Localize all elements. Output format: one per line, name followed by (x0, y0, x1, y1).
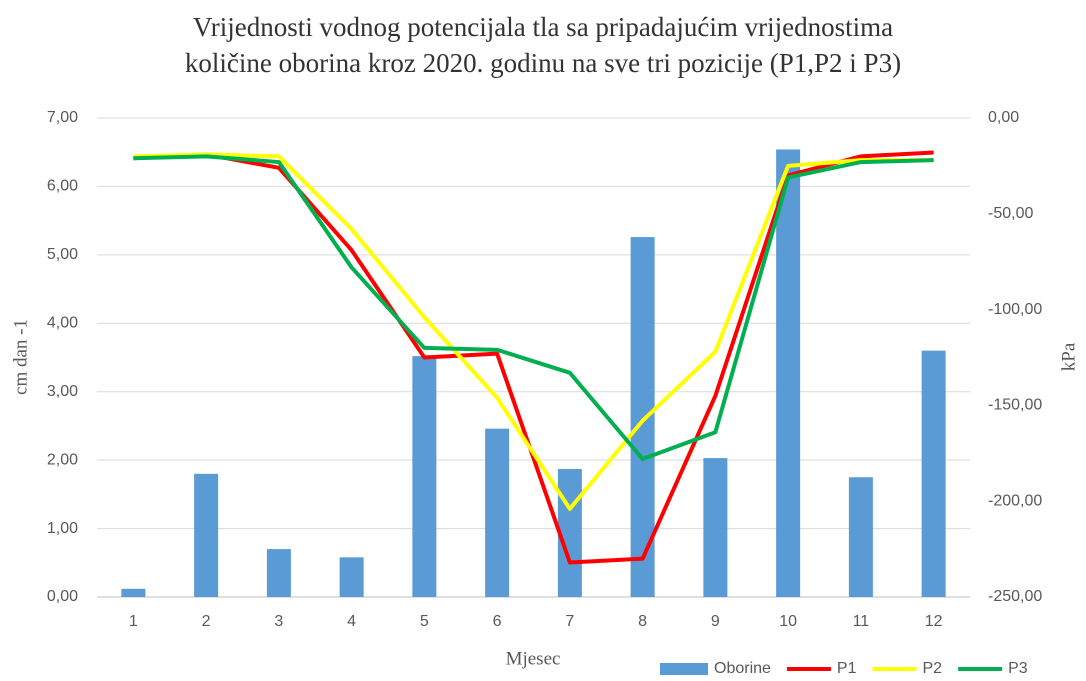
y2-tick-label: -50,00 (988, 205, 1033, 222)
legend-label: P1 (837, 660, 857, 677)
x-axis-label: Mjesec (506, 648, 561, 669)
legend-swatch (660, 663, 708, 675)
line (133, 152, 934, 511)
y2-tick-label: -200,00 (988, 492, 1042, 509)
line (133, 154, 934, 462)
y-tick-label: 2,00 (47, 451, 78, 468)
x-tick-label: 9 (711, 613, 720, 630)
chart-title: količine oborina kroz 2020. godinu na sv… (185, 48, 901, 78)
x-tick-label: 4 (347, 613, 356, 630)
bar (485, 428, 510, 597)
chart-title: Vrijednosti vodnog potencijala tla sa pr… (193, 12, 893, 42)
y-tick-label: 3,00 (47, 383, 78, 400)
y-tick-label: 0,00 (47, 588, 78, 605)
line (133, 150, 934, 565)
x-tick-label: 12 (925, 613, 943, 630)
x-tick-label: 3 (274, 613, 283, 630)
x-tick-label: 5 (420, 613, 429, 630)
x-tick-label: 10 (779, 613, 797, 630)
x-tick-label: 11 (853, 613, 870, 630)
bar (776, 149, 801, 597)
x-tick-label: 8 (638, 613, 647, 630)
x-tick-label: 7 (565, 613, 574, 630)
x-tick-label: 6 (493, 613, 502, 630)
y2-tick-label: 0,00 (988, 109, 1019, 126)
y-tick-label: 4,00 (47, 315, 78, 332)
y-tick-label: 6,00 (47, 178, 78, 195)
y2-tick-label: -250,00 (988, 588, 1042, 605)
y2-tick-label: -100,00 (988, 301, 1042, 318)
bar (121, 588, 146, 597)
legend-label: P3 (1008, 660, 1028, 677)
bar (194, 473, 219, 597)
bar (848, 477, 873, 597)
y-tick-label: 5,00 (47, 246, 78, 263)
y2-tick-label: -150,00 (988, 397, 1042, 414)
y-tick-label: 1,00 (47, 520, 78, 537)
y-tick-label: 7,00 (47, 109, 78, 126)
x-tick-label: 1 (129, 613, 138, 630)
x-tick-label: 2 (202, 613, 211, 630)
legend-label: P2 (923, 660, 943, 677)
y-axis-label: cm dan -1 (10, 319, 31, 395)
legend-label: Oborine (714, 660, 771, 677)
y2-axis-label: kPa (1058, 342, 1079, 371)
bar (339, 557, 364, 597)
bar (703, 458, 728, 597)
bar (412, 356, 437, 597)
bar (266, 549, 291, 597)
bar (921, 350, 946, 597)
bar (557, 469, 582, 597)
